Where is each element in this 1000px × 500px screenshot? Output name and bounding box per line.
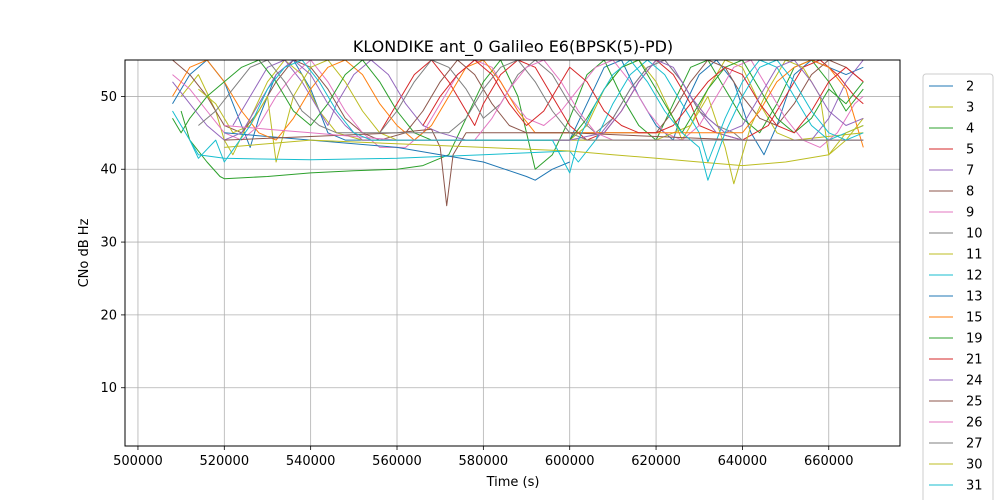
series-line-10: [379, 60, 864, 141]
y-tick-label: 10: [100, 381, 117, 396]
plot-area-frame: [124, 59, 901, 447]
legend-label: 30: [966, 458, 983, 473]
legend-label: 5: [966, 143, 974, 158]
x-tick-label: 560000: [372, 454, 422, 469]
series-lines: [172, 60, 864, 207]
legend-label: 13: [966, 290, 983, 305]
x-axis: 500000 520000 540000 560000 580000 600000 6200…: [113, 446, 854, 469]
legend-label: 15: [966, 311, 983, 326]
x-tick-label: 600000: [545, 454, 595, 469]
legend-label: 3: [966, 101, 974, 116]
legend-label: 26: [966, 416, 983, 431]
series-line-31: [172, 60, 864, 181]
y-tick-label: 30: [100, 236, 117, 251]
series-line-9: [172, 60, 864, 148]
y-tick-label: 50: [100, 90, 117, 105]
grid: [125, 60, 900, 446]
x-tick-label: 520000: [199, 454, 249, 469]
legend: 23457891011121315192124252627303133: [922, 73, 994, 500]
legend-label: 21: [966, 353, 983, 368]
legend-label: 31: [966, 479, 983, 494]
x-tick-label: 500000: [113, 454, 163, 469]
legend-label: 25: [966, 395, 983, 410]
legend-label: 8: [966, 185, 974, 200]
series-line-25: [224, 128, 864, 207]
legend-label: 11: [966, 248, 983, 263]
x-tick-label: 620000: [631, 454, 681, 469]
y-axis-title: CNo dB Hz: [77, 218, 92, 287]
legend-label: 4: [966, 122, 974, 137]
legend-label: 12: [966, 269, 983, 284]
series-line-13: [224, 132, 570, 181]
series-line-30: [224, 125, 864, 167]
x-axis-title: Time (s): [486, 475, 540, 490]
x-tick-label: 660000: [804, 454, 854, 469]
x-tick-label: 640000: [718, 454, 768, 469]
legend-label: 7: [966, 164, 974, 179]
series-line-19: [172, 60, 864, 141]
series-line-24: [172, 60, 864, 141]
legend-label: 24: [966, 374, 983, 389]
series-line-27: [198, 60, 864, 141]
legend-label: 9: [966, 206, 974, 221]
y-axis: 10 20 30 40 50: [100, 90, 125, 396]
legend-box: [922, 73, 994, 500]
x-tick-label: 540000: [286, 454, 336, 469]
legend-label: 27: [966, 437, 983, 452]
legend-label: 10: [966, 227, 983, 242]
series-line-8: [172, 60, 864, 141]
series-line-15: [172, 60, 864, 148]
series-line-12: [189, 60, 864, 163]
x-tick-label: 580000: [459, 454, 509, 469]
legend-label: 2: [966, 80, 974, 95]
chart-title: KLONDIKE ant_0 Galileo E6(BPSK(5)-PD): [353, 37, 673, 57]
series-line-4: [180, 60, 864, 180]
y-tick-label: 40: [100, 163, 117, 178]
legend-label: 19: [966, 332, 983, 347]
y-tick-label: 20: [100, 308, 117, 323]
series-line-21: [422, 60, 864, 134]
